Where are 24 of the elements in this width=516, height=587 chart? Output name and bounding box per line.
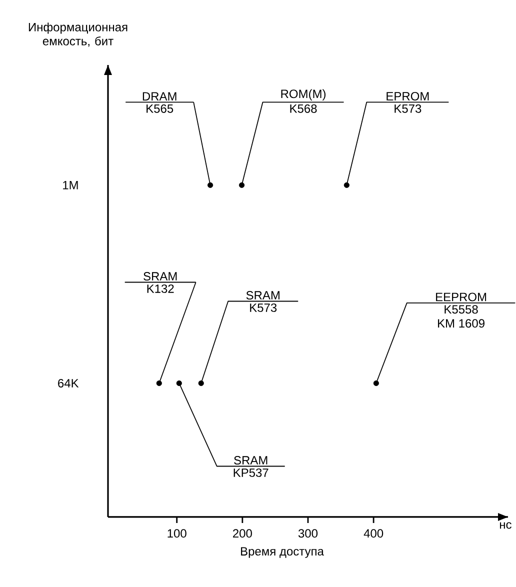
annotation: KM 1609 [438,319,484,328]
annotation: SRAM [246,291,280,300]
annotation: K568 [290,104,317,113]
annotation: ROM(M) [281,89,326,100]
annotation: K573 [250,303,277,312]
annotation: KP537 [234,468,268,477]
x-axis-title: Время доступа [241,547,324,558]
x-tick-label: 100 [168,529,186,538]
annotation: SRAM [144,272,177,281]
y-axis-title: Информационная емкость, бит [28,22,128,47]
annotation: K573 [394,104,422,113]
annotation: EEPROM [436,292,486,302]
annotation: K132 [147,284,174,293]
x-tick-label: 400 [364,529,384,538]
y-tick-label: 64K [58,378,79,388]
annotation: K5558 [444,305,478,314]
y-tick-label: 1M [63,181,78,190]
annotation: K565 [146,104,174,113]
x-tick-label: 200 [233,529,252,538]
annotation: SRAM [234,456,268,465]
text: нс [500,522,512,529]
annotation: EPROM [386,92,429,100]
annotation: DRAM [142,92,176,100]
x-tick-label: 300 [298,529,318,538]
